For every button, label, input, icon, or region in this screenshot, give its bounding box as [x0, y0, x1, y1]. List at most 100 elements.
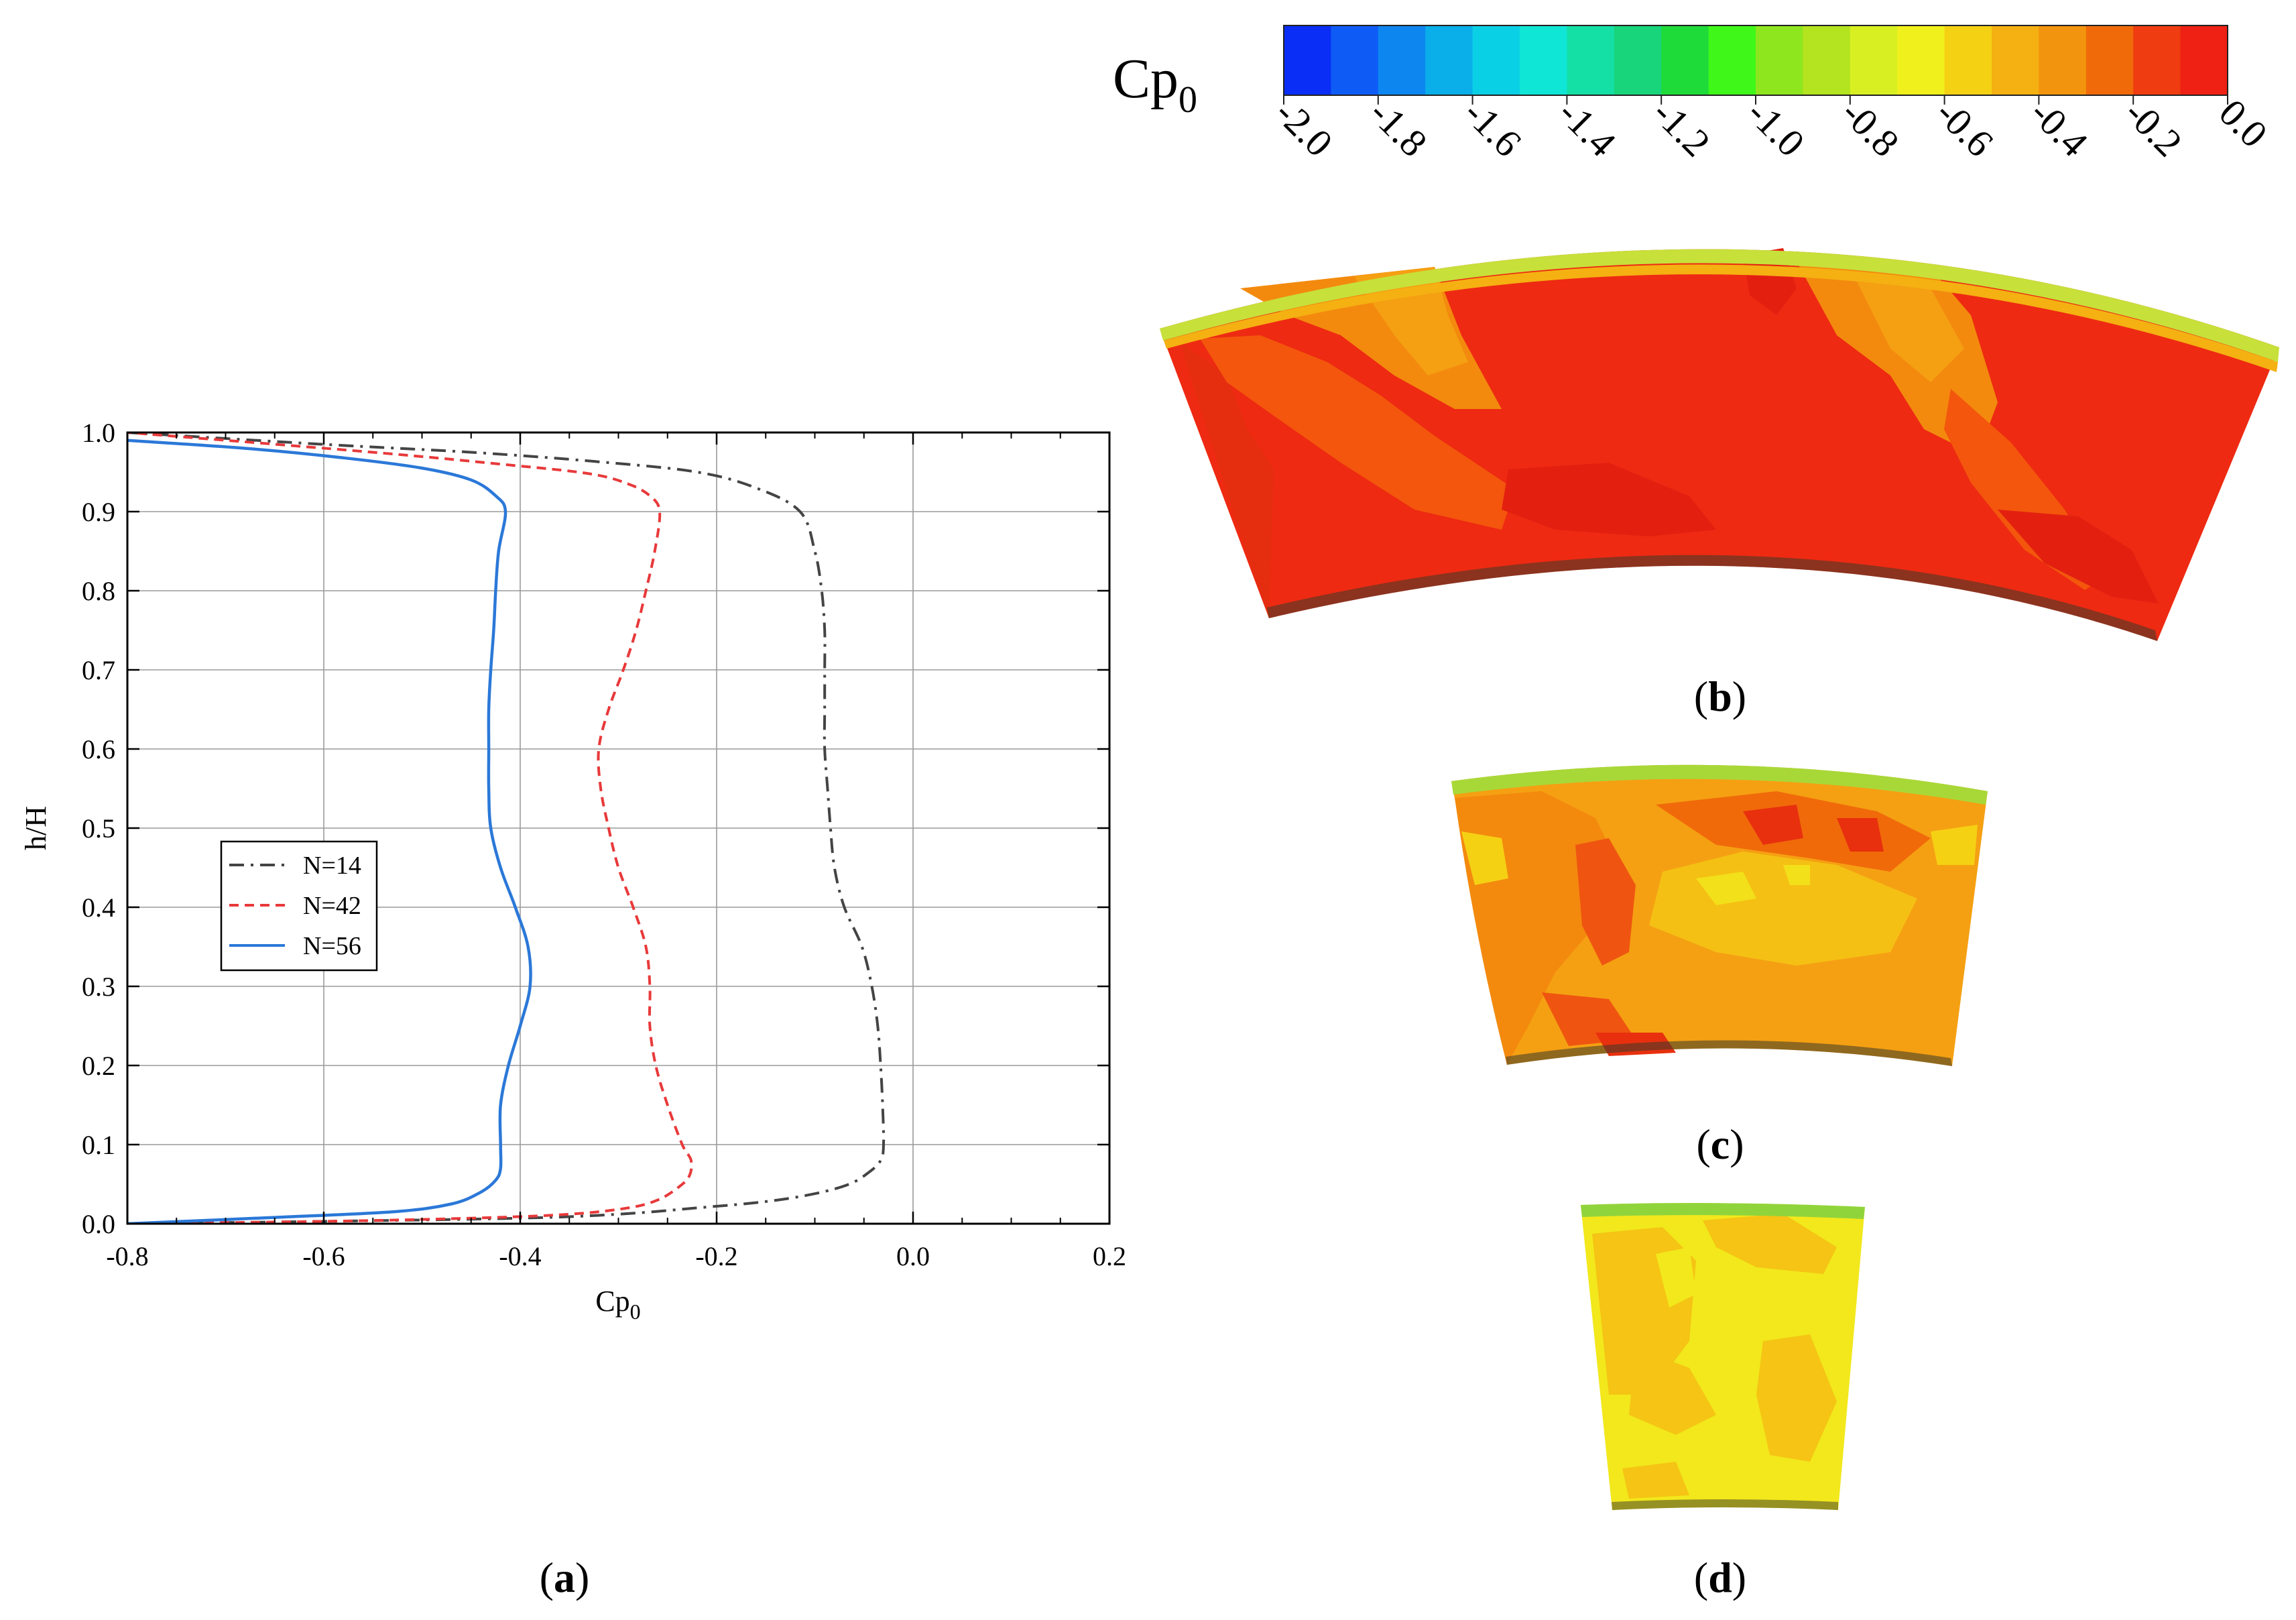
- series-line-n-42: [127, 432, 693, 1224]
- colorbar-swatch: [1661, 25, 1709, 95]
- line-chart-panel-a: -0.8 -0.6 -0.4 -0.2 0.0 0.2 0.00.10.20.30.40.…: [19, 418, 1126, 1601]
- series-line-n-56: [127, 439, 532, 1224]
- tip-gradient: [1581, 1203, 1865, 1219]
- colorbar-swatch: [1992, 25, 2039, 95]
- y-tick-label: 0.3: [82, 972, 115, 1002]
- contour-region: [1797, 262, 1998, 456]
- contour-region: [1461, 831, 1508, 885]
- contour-region: [1200, 335, 1515, 530]
- colorbar-swatch: [1614, 25, 1662, 95]
- y-tick-label: 0.8: [82, 576, 115, 606]
- x-tick-labels: -0.8 -0.6 -0.4 -0.2 0.0 0.2: [106, 1241, 1126, 1271]
- colorbar-swatch: [1284, 25, 1331, 95]
- colorbar-tick-label: -1.8: [1362, 91, 1436, 165]
- colorbar-tick-label: -2.0: [1267, 91, 1341, 165]
- colorbar-swatch: [1897, 25, 1945, 95]
- hub-edge: [1267, 555, 2157, 641]
- contour-region: [1783, 865, 1810, 885]
- colorbar-swatch: [1944, 25, 1992, 95]
- tip-gradient: [1164, 264, 2278, 372]
- contour-panel-c: (c): [1451, 764, 1988, 1168]
- y-tick-label: 0.5: [82, 813, 115, 844]
- grid-lines: [127, 432, 1109, 1224]
- contour-region: [1837, 818, 1884, 852]
- panel-label-c: (c): [1696, 1120, 1744, 1168]
- legend-label: N=14: [303, 852, 361, 880]
- colorbar-swatch: [1850, 25, 1898, 95]
- contour-panel-d: (d): [1581, 1203, 1865, 1601]
- hub-edge: [1506, 1040, 1952, 1066]
- hub-edge: [1612, 1499, 1838, 1510]
- y-axis-label: h/H: [19, 806, 52, 850]
- legend-label: N=56: [303, 932, 361, 960]
- x-tick-label: -0.8: [106, 1241, 148, 1271]
- colorbar-swatch: [1378, 25, 1426, 95]
- contour-region: [1502, 463, 1716, 536]
- x-tick-label: -0.2: [695, 1241, 737, 1271]
- contour-region: [1629, 1348, 1716, 1435]
- contour-region: [1575, 838, 1636, 966]
- contour-region: [1180, 342, 1274, 618]
- colorbar-swatch: [1756, 25, 1803, 95]
- colorbar-swatch: [1803, 25, 1851, 95]
- colorbar-swatch: [1708, 25, 1756, 95]
- contour-panel-b: (b): [1160, 248, 2279, 720]
- colorbar-tick-label: -1.4: [1550, 91, 1624, 165]
- y-tick-label: 0.1: [82, 1130, 115, 1160]
- colorbar-swatch: [1567, 25, 1615, 95]
- y-tick-label: 0.9: [82, 497, 115, 527]
- colorbar-swatch: [1331, 25, 1379, 95]
- colorbar-tick-label: -0.6: [1927, 91, 2002, 165]
- colorbar: Cp0 -2.0 -1.8 -1.6 -1.4 -1.2 -1.0 -0.8 -0.6 -0.4…: [1113, 25, 2276, 165]
- x-axis-label: Cp0: [595, 1285, 640, 1324]
- contour-region: [1931, 825, 1978, 865]
- colorbar-swatch: [1472, 25, 1520, 95]
- colorbar-swatches: [1284, 25, 2228, 95]
- y-tick-label: 1.0: [82, 418, 115, 448]
- y-tick-label: 0.0: [82, 1209, 115, 1239]
- colorbar-tick-label: -1.6: [1455, 91, 1530, 165]
- y-tick-label: 0.7: [82, 655, 115, 685]
- x-tick-label: 0.0: [896, 1241, 930, 1271]
- colorbar-swatch: [2133, 25, 2181, 95]
- x-tick-label: 0.2: [1093, 1241, 1126, 1271]
- colorbar-swatch: [1425, 25, 1473, 95]
- colorbar-tick-label: -1.0: [1739, 91, 1813, 165]
- colorbar-swatch: [1520, 25, 1567, 95]
- panel-label-d: (d): [1694, 1554, 1746, 1601]
- y-tick-label: 0.6: [82, 734, 115, 764]
- legend: N=14 N=42 N=56: [220, 840, 378, 972]
- legend-label: N=42: [303, 892, 361, 920]
- y-tick-labels: 0.0 0.1 0.2 0.3 0.4 0.5 0.6 0.7 0.8 0.9 1.0: [82, 418, 115, 1239]
- panel-label-b: (b): [1694, 673, 1746, 720]
- colorbar-tick-label: 0.0: [2211, 91, 2276, 156]
- y-tick-label: 0.2: [82, 1051, 115, 1081]
- colorbar-tick-label: -1.2: [1644, 91, 1719, 165]
- y-tick-label: 0.4: [82, 892, 115, 923]
- series-line-n-14: [127, 432, 886, 1224]
- colorbar-tick-label: -0.8: [1833, 91, 1908, 165]
- tick-marks: [126, 431, 1111, 1225]
- contour-region: [1703, 1214, 1837, 1274]
- colorbar-ticks: -2.0 -1.8 -1.6 -1.4 -1.2 -1.0 -0.8 -0.6 -0.4 -0.2…: [1267, 91, 2276, 165]
- contour-region: [1998, 510, 2159, 603]
- contour-region: [1696, 872, 1756, 905]
- tip-gradient: [1160, 249, 2279, 362]
- x-tick-label: -0.6: [302, 1241, 345, 1271]
- x-tick-label: -0.4: [499, 1241, 541, 1271]
- panel-label-a: (a): [540, 1554, 590, 1601]
- contour-region: [1656, 1247, 1696, 1308]
- colorbar-swatch: [2086, 25, 2134, 95]
- tip-gradient: [1451, 764, 1988, 805]
- contour-region: [1857, 282, 1964, 382]
- colorbar-swatch: [2039, 25, 2087, 95]
- colorbar-tick-label: -0.2: [2116, 91, 2191, 165]
- contour-region: [1743, 805, 1803, 845]
- contour-region: [1756, 1334, 1837, 1462]
- series-group: [127, 432, 886, 1224]
- colorbar-title: Cp0: [1113, 48, 1197, 121]
- colorbar-tick-label: -0.4: [2022, 91, 2096, 165]
- colorbar-swatch: [2180, 25, 2228, 95]
- contour-region: [1622, 1462, 1689, 1499]
